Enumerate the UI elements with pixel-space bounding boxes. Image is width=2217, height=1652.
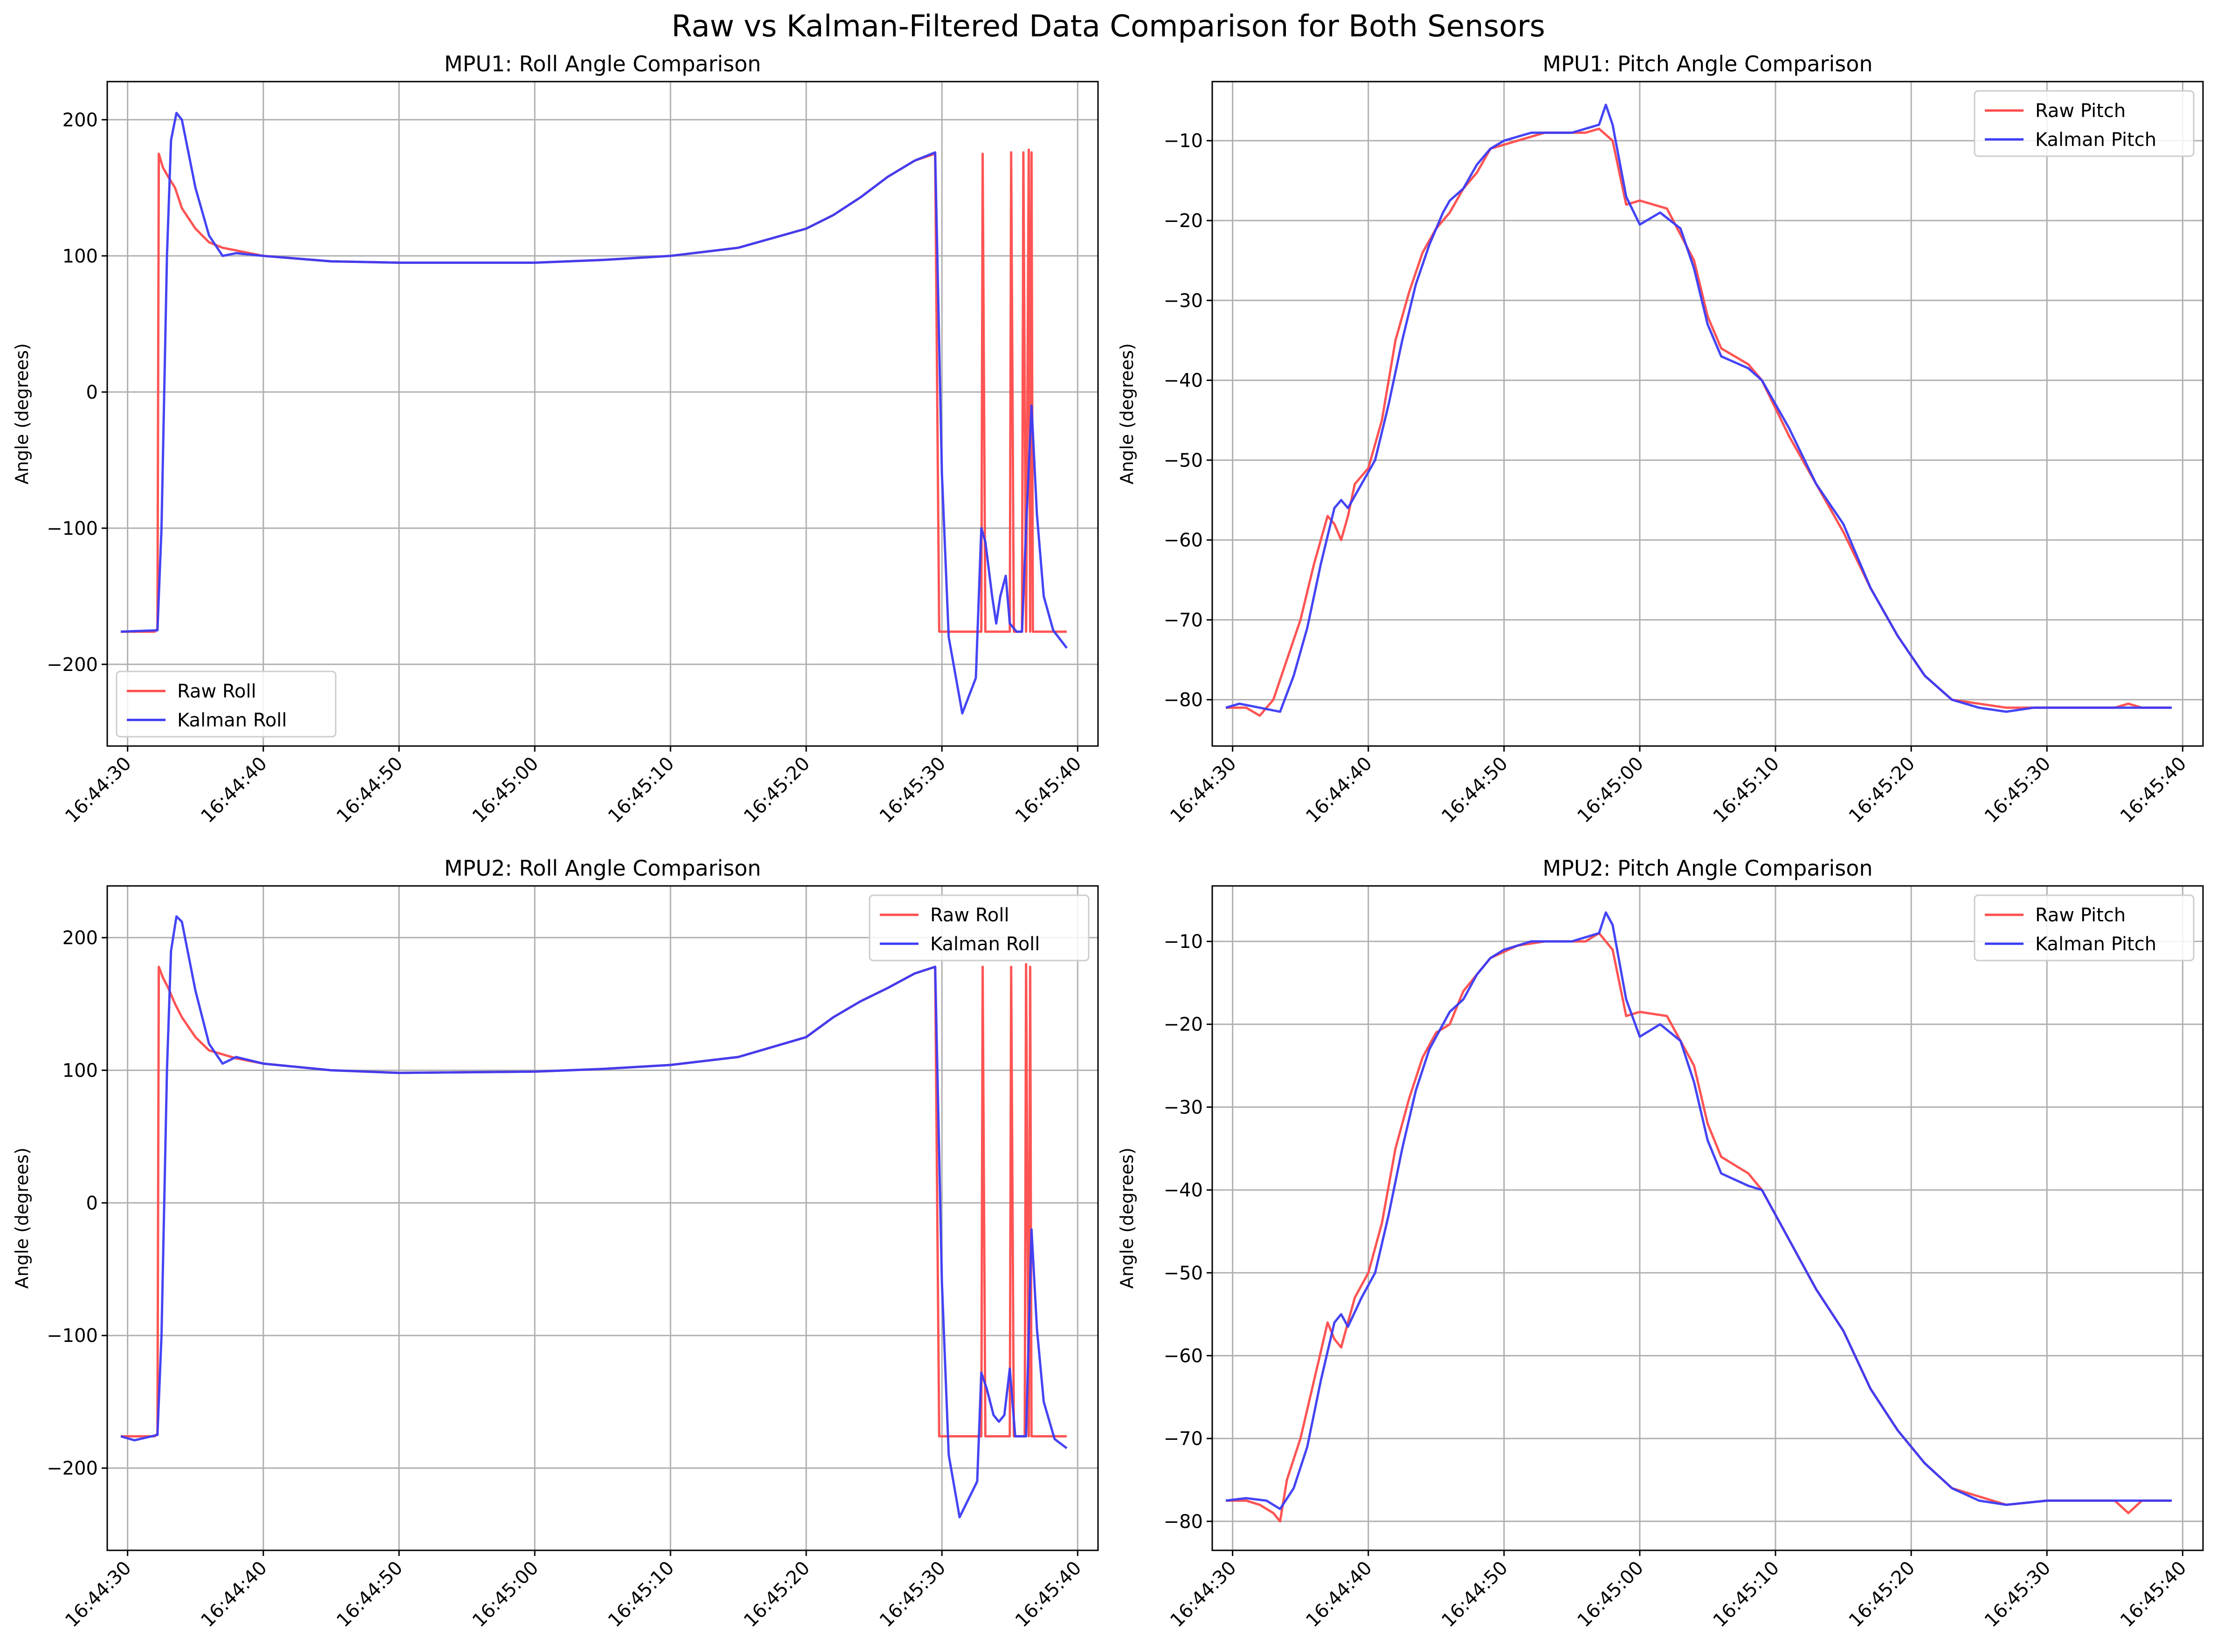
y-tick-label: 0 — [86, 1193, 98, 1214]
mpu2-roll-title: MPU2: Roll Angle Comparison — [444, 856, 761, 881]
y-tick-label: −40 — [1164, 1180, 1203, 1201]
y-tick-label: −60 — [1164, 1345, 1203, 1367]
legend-label: Kalman Roll — [177, 710, 287, 731]
y-tick-label: 200 — [62, 927, 98, 949]
y-tick-label: −200 — [47, 654, 98, 676]
y-tick-label: −20 — [1164, 1014, 1203, 1036]
y-tick-label: −30 — [1164, 290, 1203, 311]
legend-box — [1974, 894, 2195, 961]
y-tick-label: −200 — [47, 1458, 98, 1479]
y-tick-label: 200 — [62, 110, 98, 131]
legend-label: Raw Pitch — [2035, 905, 2126, 926]
y-tick-label: −100 — [47, 518, 98, 539]
y-tick-label: −10 — [1164, 131, 1203, 152]
y-tick-label: −30 — [1164, 1097, 1203, 1118]
mpu2-roll-legend: Raw Roll Kalman Roll — [869, 894, 1090, 961]
y-tick-label: −10 — [1164, 931, 1203, 953]
y-tick-label: −70 — [1164, 1428, 1203, 1450]
y-tick-label: −60 — [1164, 530, 1203, 551]
y-tick-label: −40 — [1164, 370, 1203, 392]
mpu2-pitch-panel: MPU2: Pitch Angle Comparison Angle (degre… — [1117, 856, 2204, 1631]
mpu1-roll-legend: Raw Roll Kalman Roll — [116, 670, 337, 738]
legend-label: Kalman Roll — [930, 933, 1040, 955]
legend-box — [116, 670, 337, 738]
mpu2-roll-series-kalman-roll — [120, 915, 1068, 1519]
mpu1-roll-title: MPU1: Roll Angle Comparison — [444, 51, 761, 76]
legend-label: Kalman Pitch — [2035, 933, 2156, 955]
mpu2-pitch-title: MPU2: Pitch Angle Comparison — [1542, 856, 1872, 881]
mpu1-roll-y-axis-label: Angle (degrees) — [12, 343, 32, 484]
mpu2-roll-y-axis-label: Angle (degrees) — [12, 1147, 32, 1289]
mpu2-pitch-legend: Raw Pitch Kalman Pitch — [1974, 894, 2195, 961]
plot-frame — [1211, 885, 2204, 1551]
y-tick-label: 100 — [62, 1060, 98, 1081]
legend-box — [869, 894, 1090, 961]
mpu1-pitch-title: MPU1: Pitch Angle Comparison — [1542, 51, 1872, 76]
y-tick-label: −80 — [1164, 690, 1203, 711]
y-tick-label: −50 — [1164, 1263, 1203, 1284]
y-tick-label: 100 — [62, 246, 98, 267]
figure-title: Raw vs Kalman-Filtered Data Comparison f… — [671, 9, 1545, 44]
y-tick-label: −50 — [1164, 450, 1203, 471]
y-tick-label: −20 — [1164, 210, 1203, 232]
legend-label: Kalman Pitch — [2035, 129, 2156, 151]
legend-label: Raw Roll — [177, 681, 256, 702]
mpu1-pitch-y-axis-label: Angle (degrees) — [1117, 343, 1137, 484]
plot-frame — [106, 81, 1099, 747]
legend-label: Raw Roll — [930, 905, 1009, 926]
y-tick-label: −80 — [1164, 1511, 1203, 1533]
legend-box — [1974, 90, 2195, 157]
mpu2-pitch-series-kalman-pitch — [1225, 911, 2172, 1510]
mpu2-pitch-y-axis-label: Angle (degrees) — [1117, 1147, 1137, 1289]
mpu1-pitch-series-kalman-pitch — [1225, 104, 2172, 713]
y-tick-label: −100 — [47, 1325, 98, 1347]
plot-frame — [106, 885, 1099, 1551]
y-tick-label: −70 — [1164, 609, 1203, 631]
plot-frame — [1211, 81, 2204, 747]
y-tick-label: 0 — [86, 382, 98, 403]
mpu1-roll-series-kalman-roll — [121, 111, 1068, 715]
mpu1-pitch-legend: Raw Pitch Kalman Pitch — [1974, 90, 2195, 157]
legend-label: Raw Pitch — [2035, 100, 2126, 122]
